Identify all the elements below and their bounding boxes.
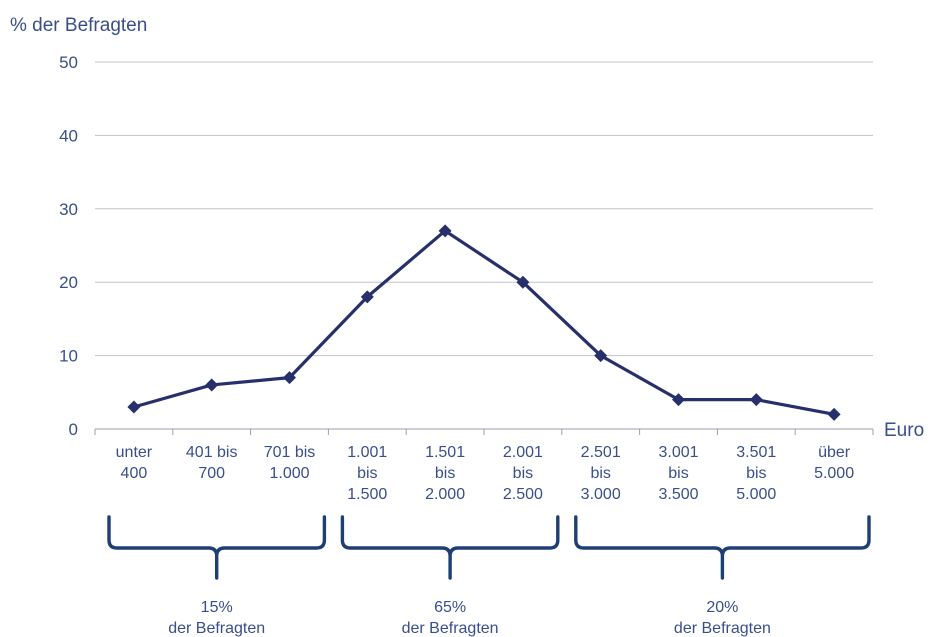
category-label-line: bis bbox=[435, 465, 455, 482]
group-percent-label: 65% bbox=[434, 599, 466, 616]
category-label-line: 2.500 bbox=[503, 486, 543, 503]
data-point-marker bbox=[594, 349, 608, 363]
x-axis-label: Euro bbox=[884, 420, 924, 441]
category-label-line: bis bbox=[746, 465, 766, 482]
category-label-line: 701 bis bbox=[264, 444, 316, 461]
group-brace bbox=[107, 515, 327, 580]
x-tick-marks bbox=[94, 429, 874, 435]
category-label-line: 1.501 bbox=[425, 444, 465, 461]
y-tick-labels: 0 10 20 30 40 50 bbox=[59, 53, 78, 439]
category-label-line: 1.001 bbox=[347, 444, 387, 461]
category-label-line: 5.000 bbox=[814, 465, 854, 482]
x-category-label: 2.501 bis 3.000 bbox=[581, 444, 621, 503]
x-category-label: 1.501 bis 2.000 bbox=[425, 444, 465, 503]
group-caption-label: der Befragten bbox=[402, 620, 499, 637]
data-point-marker bbox=[438, 224, 452, 238]
data-point-marker bbox=[127, 400, 141, 414]
data-point-marker bbox=[749, 393, 763, 407]
group-caption-label: der Befragten bbox=[168, 620, 265, 637]
category-label-line: 400 bbox=[121, 465, 148, 482]
y-tick-label: 20 bbox=[59, 273, 78, 292]
category-label-line: 3.001 bbox=[658, 444, 698, 461]
category-label-line: 700 bbox=[198, 465, 225, 482]
x-category-label: 401 bis 700 bbox=[186, 444, 238, 482]
x-category-label: 3.001 bis 3.500 bbox=[658, 444, 698, 503]
x-category-label: 3.501 bis 5.000 bbox=[736, 444, 776, 503]
x-category-label: über 5.000 bbox=[814, 444, 854, 482]
category-label-line: bis bbox=[668, 465, 688, 482]
category-label-line: über bbox=[818, 444, 851, 461]
category-label-line: 401 bis bbox=[186, 444, 238, 461]
y-axis-label: % der Befragten bbox=[10, 15, 147, 36]
category-label-line: 3.501 bbox=[736, 444, 776, 461]
y-tick-label: 50 bbox=[59, 53, 78, 72]
data-point-marker bbox=[205, 378, 219, 392]
series-line bbox=[133, 229, 835, 416]
data-point-marker bbox=[672, 393, 685, 407]
y-tick-label: 0 bbox=[69, 420, 78, 439]
y-tick-label: 40 bbox=[59, 126, 78, 145]
group-percent-label: 15% bbox=[201, 599, 233, 616]
data-point-marker bbox=[516, 275, 530, 289]
y-tick-label: 10 bbox=[59, 347, 78, 366]
category-label-line: bis bbox=[590, 465, 610, 482]
category-label-line: 1.000 bbox=[269, 465, 309, 482]
y-tick-label: 30 bbox=[59, 200, 78, 219]
x-category-label: 701 bis 1.000 bbox=[264, 444, 316, 482]
group-caption-label: der Befragten bbox=[674, 620, 771, 637]
category-label-line: bis bbox=[513, 465, 533, 482]
gridlines bbox=[95, 61, 873, 357]
category-label-line: 1.500 bbox=[347, 486, 387, 503]
category-label-line: unter bbox=[116, 444, 153, 461]
group-brace bbox=[574, 515, 871, 580]
group-percent-label: 20% bbox=[706, 599, 738, 616]
x-category-label: 2.001 bis 2.500 bbox=[503, 444, 543, 503]
data-point-marker bbox=[827, 407, 841, 421]
category-label-line: 3.000 bbox=[581, 486, 621, 503]
category-label-line: 3.500 bbox=[658, 486, 698, 503]
category-label-line: 2.501 bbox=[581, 444, 621, 461]
data-series bbox=[127, 224, 841, 421]
category-label-line: 5.000 bbox=[736, 486, 776, 503]
category-label-line: bis bbox=[357, 465, 377, 482]
group-brace bbox=[340, 515, 560, 580]
x-category-label: unter 400 bbox=[116, 444, 153, 482]
group-braces: 15% der Befragten 65% der Befragten 20% der B… bbox=[107, 515, 871, 637]
category-label-line: 2.000 bbox=[425, 486, 465, 503]
category-label-line: 2.001 bbox=[503, 444, 543, 461]
x-category-label: 1.001 bis 1.500 bbox=[347, 444, 387, 503]
data-point-marker bbox=[283, 371, 296, 385]
data-point-marker bbox=[360, 290, 374, 304]
